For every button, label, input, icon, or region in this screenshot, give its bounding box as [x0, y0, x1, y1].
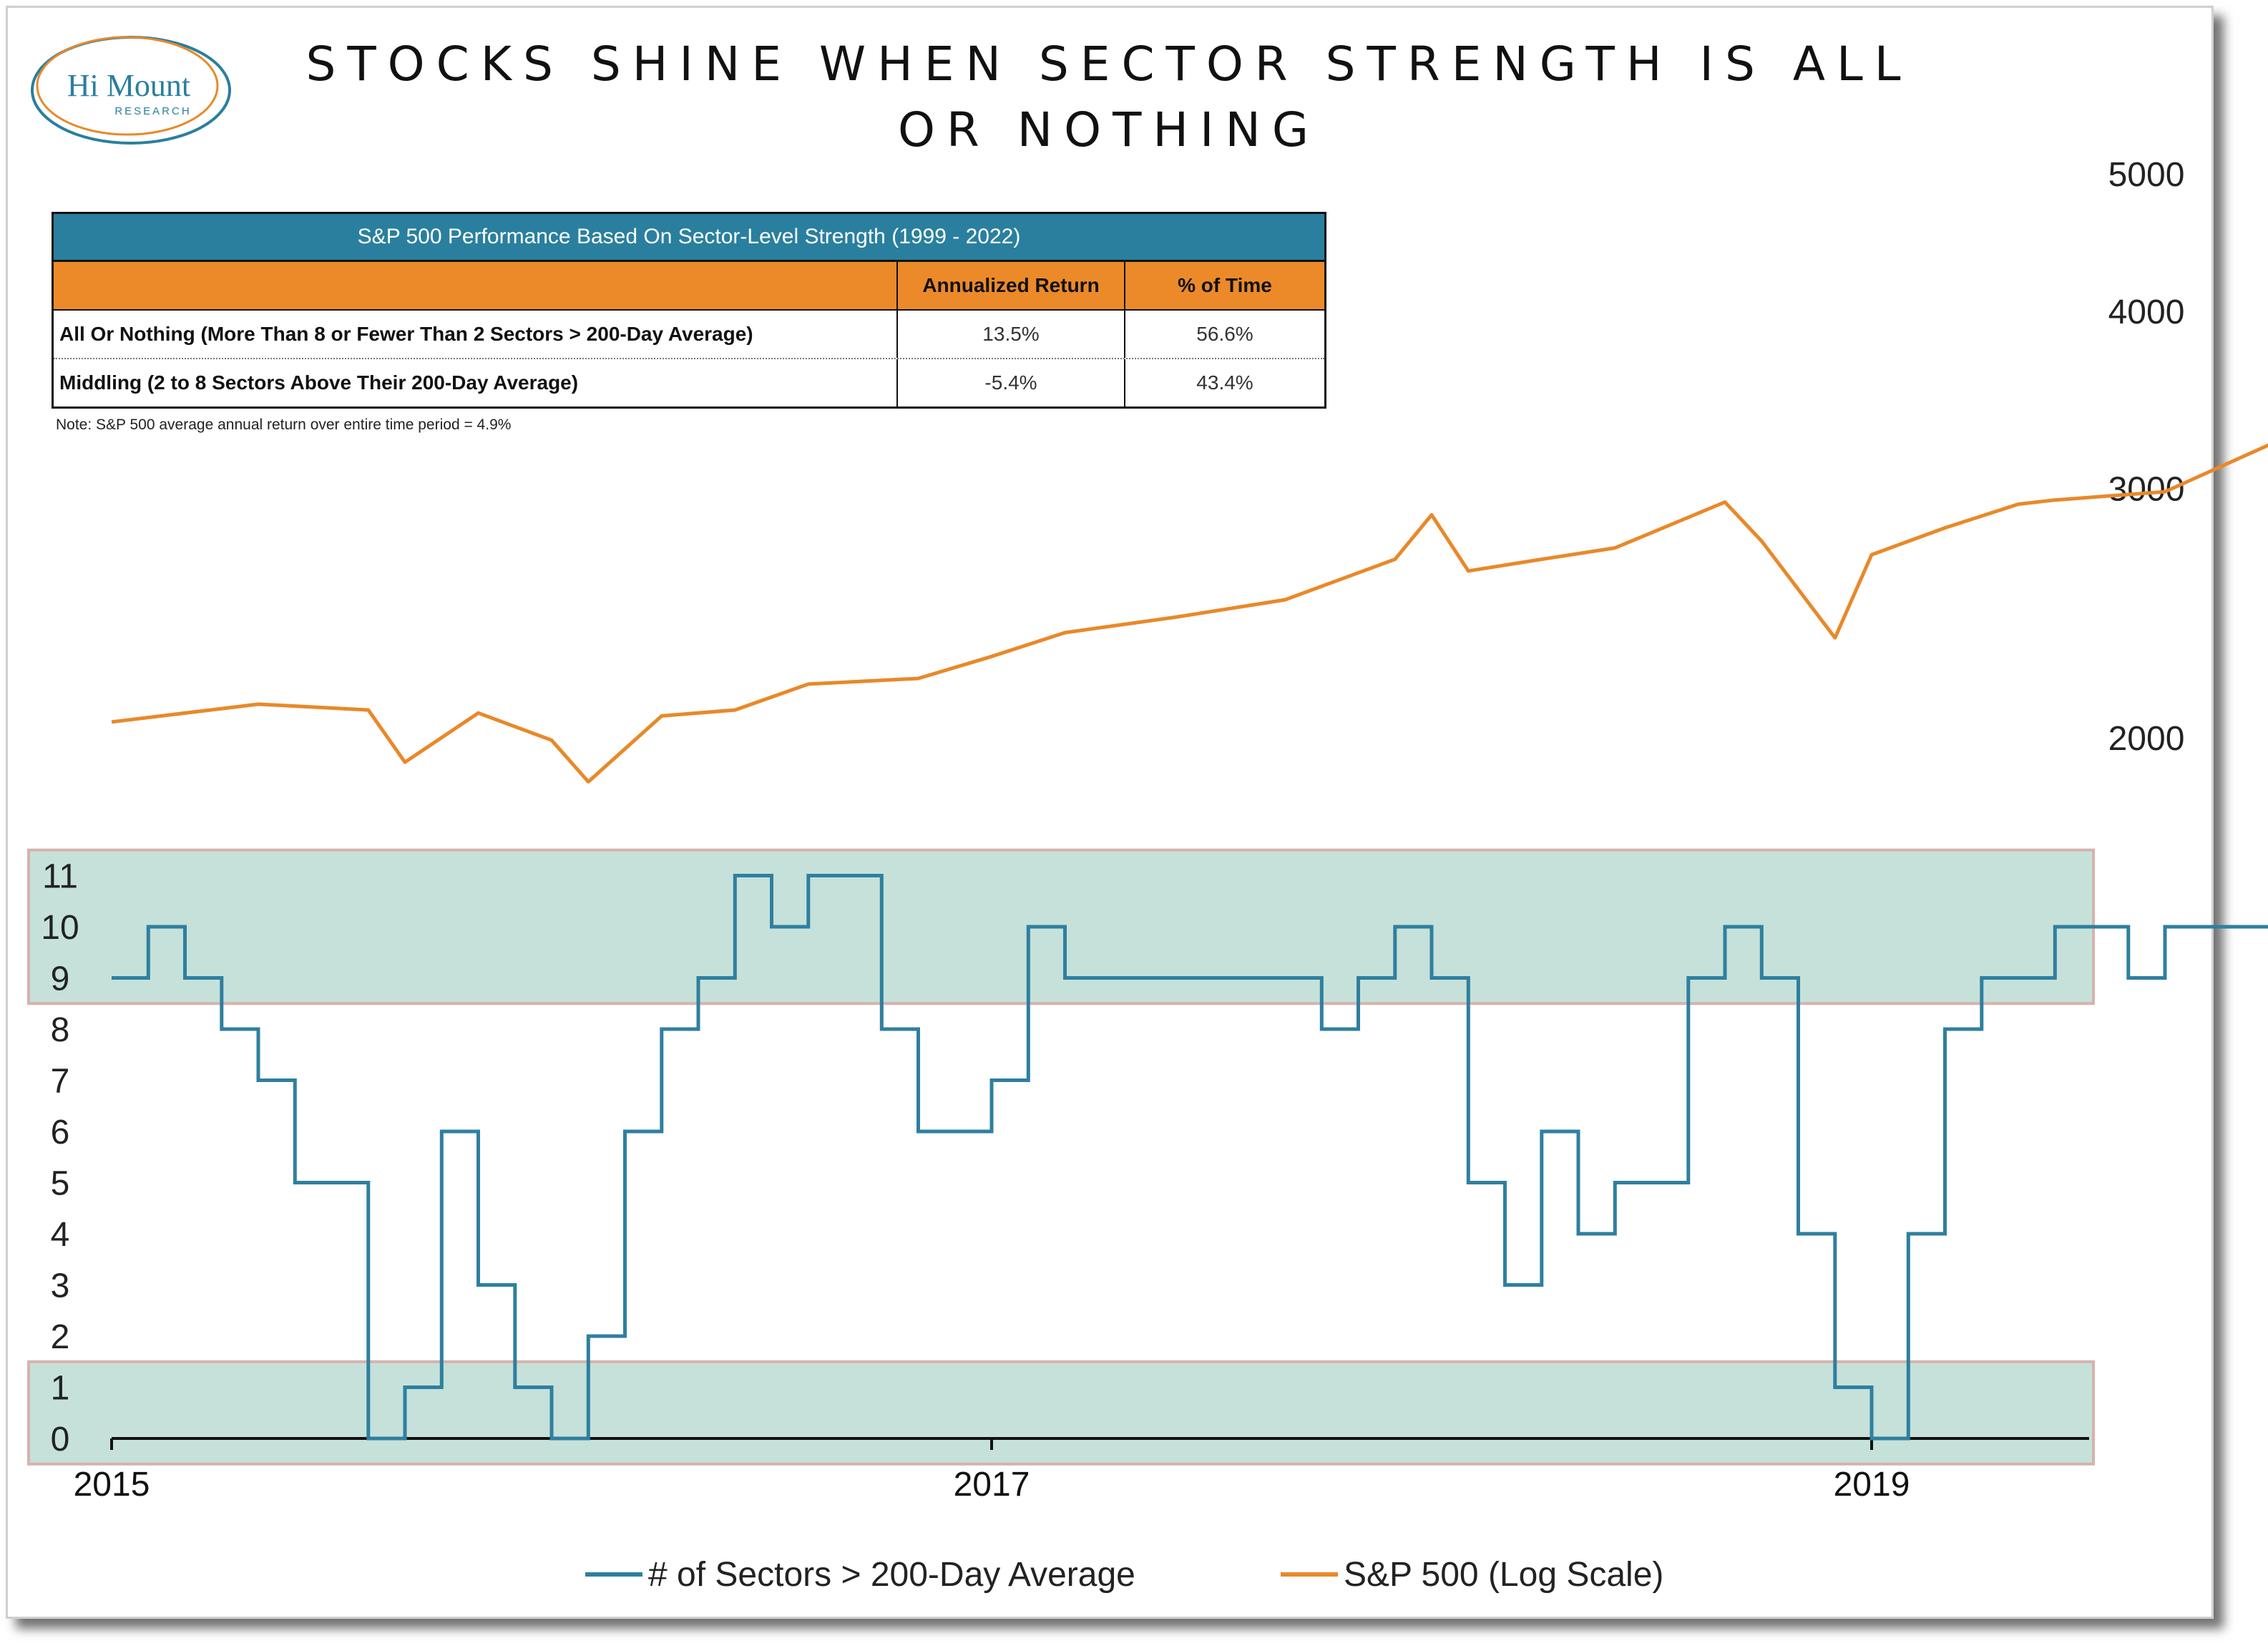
y-tick-label-sectors: 10: [41, 909, 79, 947]
x-tick-label: 2019: [1834, 1466, 1910, 1504]
table-title: S&P 500 Performance Based On Sector-Leve…: [54, 214, 1324, 262]
y-tick-label-sectors: 11: [42, 858, 78, 896]
y-tick-label-sp500: 4000: [2108, 293, 2185, 331]
performance-table: S&P 500 Performance Based On Sector-Leve…: [52, 212, 1326, 409]
x-tick-label: 2017: [954, 1466, 1030, 1504]
table-col-header-time: % of Time: [1178, 274, 1272, 296]
y-tick-label-sp500: 2000: [2108, 720, 2185, 758]
row-label: Middling (2 to 8 Sectors Above Their 200…: [54, 359, 898, 406]
hi-mount-logo: Hi Mount RESEARCH: [31, 36, 231, 145]
table-col-header-return: Annualized Return: [898, 262, 1125, 309]
legend-label-sp500: S&P 500 (Log Scale): [1344, 1555, 1664, 1594]
title-line-2: OR NOTHING: [897, 102, 1321, 157]
row-pct-time: 56.6%: [1196, 323, 1253, 345]
table-row: Middling (2 to 8 Sectors Above Their 200…: [54, 359, 1324, 406]
y-tick-label-sectors: 5: [51, 1165, 70, 1203]
legend-swatch-sectors: [585, 1572, 642, 1577]
legend-swatch-sp500: [1281, 1572, 1338, 1577]
series-line-sp500: [111, 443, 2268, 784]
y-tick-label-sectors: 3: [51, 1267, 70, 1305]
y-tick-label-sectors: 7: [51, 1063, 70, 1101]
legend-item-sp500: S&P 500 (Log Scale): [1281, 1546, 1663, 1603]
x-tick-label: 2015: [74, 1466, 150, 1504]
y-tick-label-sectors: 9: [51, 960, 70, 998]
legend-item-sectors: # of Sectors > 200-Day Average: [585, 1546, 1135, 1603]
logo-name: Hi Mount: [67, 68, 190, 103]
y-tick-label-sectors: 4: [51, 1216, 70, 1254]
y-tick-label-sectors: 2: [51, 1318, 70, 1356]
y-tick-label-sectors: 6: [51, 1114, 70, 1151]
y-tick-label-sectors: 0: [51, 1421, 70, 1458]
y-tick-label-sp500: 5000: [2108, 156, 2185, 194]
table-col-header-label: [54, 262, 898, 309]
y-tick-label-sectors: 1: [51, 1370, 70, 1408]
row-pct-time: 43.4%: [1196, 371, 1253, 394]
shaded-zone: [27, 1360, 2095, 1466]
table-header-row: Annualized Return % of Time: [54, 262, 1324, 311]
legend: # of Sectors > 200-Day Average S&P 500 (…: [0, 1546, 2225, 1603]
table-row: All Or Nothing (More Than 8 or Fewer Tha…: [54, 311, 1324, 359]
row-annualized-return: 13.5%: [898, 311, 1125, 358]
y-tick-label-sectors: 8: [51, 1011, 70, 1049]
series-line-sectors: [112, 874, 2268, 1441]
table-note: Note: S&P 500 average annual return over…: [56, 417, 512, 433]
legend-label-sectors: # of Sectors > 200-Day Average: [648, 1555, 1135, 1594]
row-label: All Or Nothing (More Than 8 or Fewer Tha…: [54, 311, 898, 358]
row-annualized-return: -5.4%: [898, 359, 1125, 406]
chart-title: STOCKS SHINE WHEN SECTOR STRENGTH IS ALL…: [236, 31, 1982, 163]
title-line-1: STOCKS SHINE WHEN SECTOR STRENGTH IS ALL: [306, 36, 1912, 92]
logo-sub: RESEARCH: [114, 105, 191, 117]
